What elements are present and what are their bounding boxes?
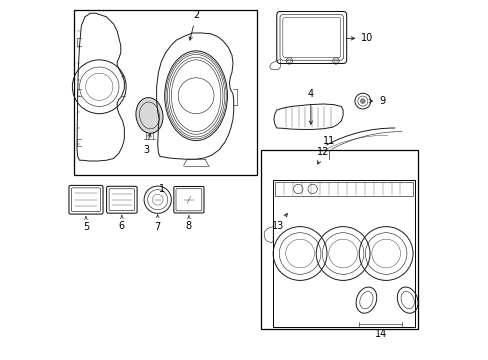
Text: 1: 1	[159, 184, 165, 194]
Text: 7: 7	[154, 215, 161, 232]
Text: 2: 2	[189, 10, 199, 40]
Ellipse shape	[136, 98, 163, 133]
Text: 8: 8	[185, 216, 192, 231]
Text: 12: 12	[317, 147, 329, 164]
Text: 4: 4	[307, 89, 313, 124]
Text: 11: 11	[322, 136, 334, 146]
Text: 13: 13	[272, 213, 286, 231]
Text: 10: 10	[345, 33, 372, 43]
Text: 9: 9	[368, 96, 385, 106]
Text: 6: 6	[119, 216, 124, 231]
Text: 3: 3	[142, 134, 151, 155]
Text: 14: 14	[374, 329, 386, 339]
Circle shape	[360, 99, 365, 104]
Text: 5: 5	[82, 216, 89, 232]
